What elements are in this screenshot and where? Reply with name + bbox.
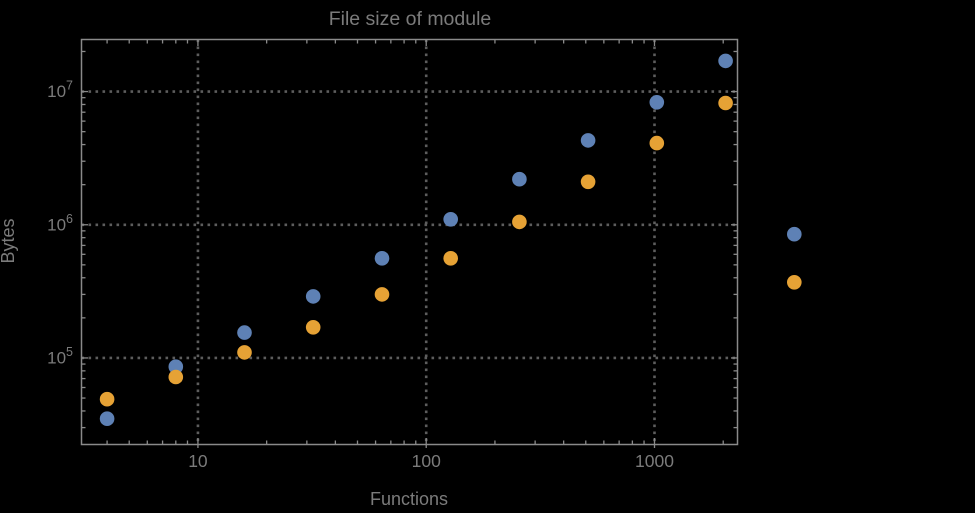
data-point bbox=[443, 250, 459, 266]
y-tick-label: 106 bbox=[47, 212, 73, 235]
y-tick-label: 105 bbox=[47, 345, 73, 368]
data-points bbox=[99, 53, 802, 427]
data-point bbox=[580, 133, 596, 148]
data-point bbox=[305, 289, 321, 304]
x-tick-label: 100 bbox=[412, 451, 441, 471]
data-point bbox=[237, 325, 252, 340]
plot-frame bbox=[80, 38, 739, 446]
data-point bbox=[718, 53, 733, 69]
y-axis-label: Bytes bbox=[0, 218, 18, 263]
data-point bbox=[374, 287, 390, 302]
tick-labels: 10 100 1000 105 106 107 bbox=[47, 79, 674, 471]
data-point bbox=[649, 95, 665, 110]
data-point bbox=[168, 359, 184, 375]
data-point bbox=[512, 171, 527, 187]
data-point bbox=[99, 391, 115, 407]
data-point bbox=[443, 212, 459, 227]
gridlines bbox=[81, 39, 738, 445]
data-point bbox=[305, 320, 321, 335]
data-point bbox=[787, 226, 802, 242]
data-point bbox=[237, 345, 252, 360]
data-point bbox=[99, 411, 115, 427]
series-2-orange bbox=[99, 95, 802, 407]
axis-ticks bbox=[81, 39, 738, 448]
chart-title: File size of module bbox=[329, 8, 492, 30]
data-point bbox=[718, 95, 733, 111]
y-tick-label: 107 bbox=[47, 79, 73, 102]
data-point bbox=[512, 214, 527, 230]
series-1-blue bbox=[99, 53, 802, 427]
x-tick-label: 10 bbox=[188, 451, 208, 471]
x-tick-label: 1000 bbox=[635, 451, 674, 471]
data-point bbox=[580, 174, 596, 190]
data-point bbox=[787, 275, 802, 290]
data-point bbox=[649, 135, 665, 151]
x-axis-label: Functions bbox=[370, 489, 448, 509]
data-point bbox=[168, 369, 184, 385]
data-point bbox=[374, 250, 390, 266]
